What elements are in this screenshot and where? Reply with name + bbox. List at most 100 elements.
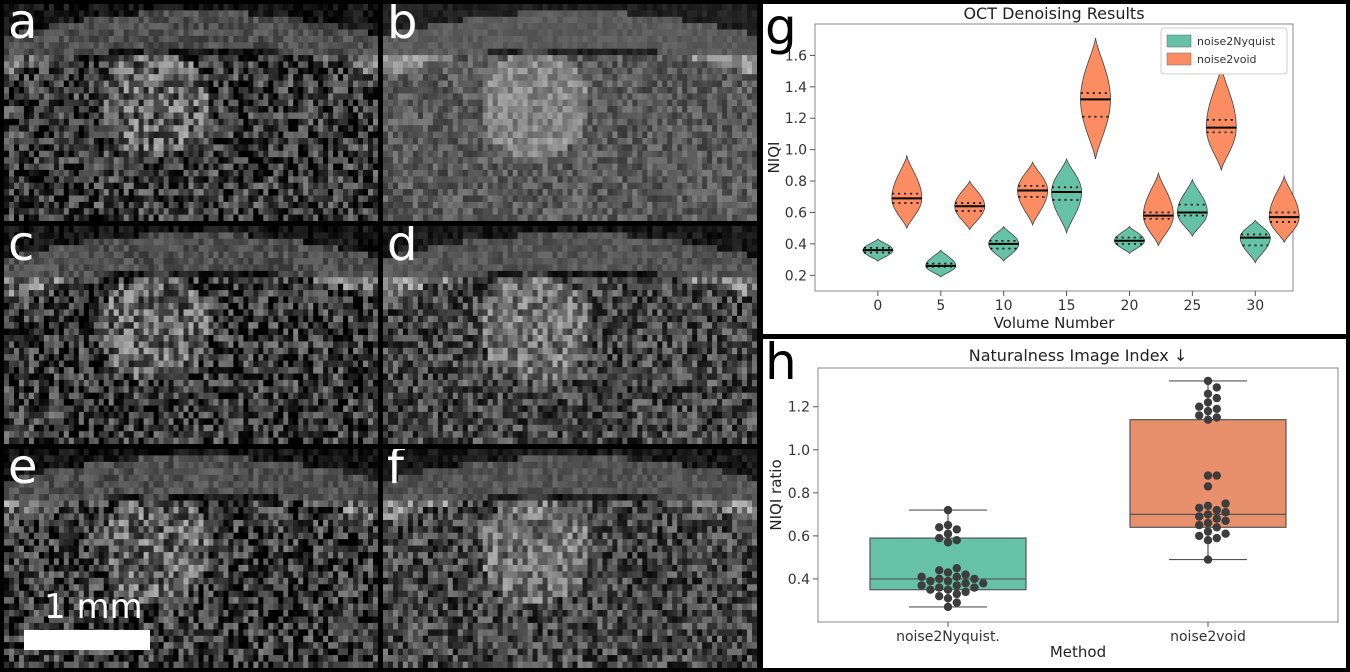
violin-noise2void [1268, 174, 1300, 244]
chart-letter-g: g [765, 0, 797, 56]
scalebar-label: 1 mm [44, 587, 143, 627]
y-tick-label: 0.2 [785, 268, 807, 284]
swarm-point [926, 576, 935, 586]
box-noise2void [1129, 376, 1287, 564]
swarm-point [1221, 529, 1230, 538]
x-tick-label: noise2Nyquist. [896, 629, 1000, 645]
swarm-point [1203, 510, 1213, 519]
violin-noise2Nyquist [1176, 178, 1208, 237]
image-panel-a: a [4, 4, 378, 221]
x-tick-label: 30 [1246, 298, 1264, 314]
x-tick-label: 15 [1058, 298, 1076, 314]
plot-frame [817, 367, 1339, 623]
violin-noise2Nyquist [1239, 219, 1271, 264]
chart-g-container: OCT Denoising Results Volume Number NIQI 0 5… [763, 0, 1346, 334]
swarm-point [1195, 512, 1204, 521]
violin-noise2void [891, 154, 923, 230]
swarm-point [943, 538, 953, 547]
swarm-point [1212, 383, 1221, 392]
image-panel-c: c [4, 226, 378, 444]
violin-noise2Nyquist [925, 249, 957, 278]
swarm-point [1221, 508, 1230, 517]
oct-texture [383, 226, 757, 444]
swarm-point [1212, 404, 1221, 414]
swarm-point [952, 581, 961, 590]
box-chart: Naturalness Image Index ↓ Method NIQI rati… [767, 346, 1339, 661]
swarm-point [926, 585, 935, 594]
legend-label-noise2Nyquist: noise2Nyquist [1197, 35, 1276, 48]
swarm-point [1203, 406, 1213, 416]
y-tick-label: 1.2 [785, 111, 807, 127]
plot-frame [814, 23, 1294, 292]
oct-texture [383, 449, 757, 668]
swarm-point [1212, 471, 1221, 480]
y-tick-label: 1.6 [785, 48, 807, 64]
chart-title: OCT Denoising Results [963, 4, 1144, 23]
x-tick-label: 0 [873, 298, 882, 314]
x-tick-label: 25 [1183, 298, 1201, 314]
swarm-point [935, 523, 944, 532]
swarm-point [1203, 518, 1213, 528]
panel-letter-f: f [387, 449, 404, 495]
swarm-point [1195, 402, 1204, 411]
swarm-point [1212, 514, 1221, 523]
swarm-point [1212, 533, 1221, 543]
panel-letter-d: d [387, 226, 418, 272]
legend-swatch-noise2void [1166, 52, 1192, 66]
x-tick-label: 20 [1121, 298, 1139, 314]
swarm-point [952, 536, 961, 545]
swarm-point [1203, 389, 1213, 398]
y-tick-label: 1.0 [788, 443, 810, 459]
x-axis-label: Volume Number [994, 314, 1116, 332]
y-tick-label: 0.6 [785, 205, 807, 221]
y-tick-label: 0.8 [788, 486, 810, 502]
violin-noise2void [1142, 171, 1174, 247]
swarm-point [961, 587, 970, 597]
swarm-point [961, 570, 970, 579]
box-noise2Nyquist. [869, 505, 1027, 612]
swarm-point [943, 602, 953, 612]
swarm-point [1203, 471, 1213, 480]
swarm-point [917, 572, 926, 581]
swarm-point [935, 533, 944, 543]
swarm-point [1195, 503, 1204, 513]
swarm-point [1203, 536, 1213, 545]
swarm-point [943, 529, 953, 538]
swarm-point [952, 525, 961, 534]
swarm-point [952, 589, 961, 599]
image-panel-d: d [383, 226, 757, 444]
swarm-point [935, 566, 944, 575]
y-tick-label: 0.4 [788, 572, 810, 588]
swarm-point [1203, 398, 1213, 407]
swarm-point [1203, 501, 1213, 510]
oct-texture [4, 4, 378, 221]
y-axis-label: NIQI ratio [767, 459, 785, 530]
swarm-point [943, 585, 953, 594]
swarm-point [1221, 516, 1230, 525]
swarm-point [1212, 393, 1221, 403]
swarm-point [1203, 415, 1213, 424]
swarm-point [935, 592, 944, 601]
swarm-point [1203, 376, 1213, 386]
chart-letter-h: h [765, 333, 797, 391]
oct-texture [4, 449, 378, 668]
swarm-point [1195, 531, 1204, 541]
panel-letter-b: b [387, 4, 418, 50]
chart-title: Naturalness Image Index ↓ [969, 346, 1188, 365]
panel-letter-e: e [8, 449, 38, 495]
swarm-point [961, 579, 970, 588]
swarm-point [1212, 413, 1221, 422]
swarm-point [943, 594, 953, 603]
violin-noise2void [1017, 161, 1049, 227]
violin-noise2Nyquist [1051, 158, 1083, 235]
y-tick-label: 0.4 [785, 237, 807, 253]
y-tick-label: 1.0 [785, 143, 807, 159]
swarm-point [1203, 482, 1213, 491]
swarm-point [1212, 505, 1221, 515]
oct-texture [383, 4, 757, 221]
x-tick-label: noise2void [1170, 629, 1246, 645]
swarm-point [917, 581, 926, 590]
swarm-point [1195, 520, 1204, 530]
swarm-point [935, 583, 944, 592]
swarm-point [943, 576, 953, 586]
